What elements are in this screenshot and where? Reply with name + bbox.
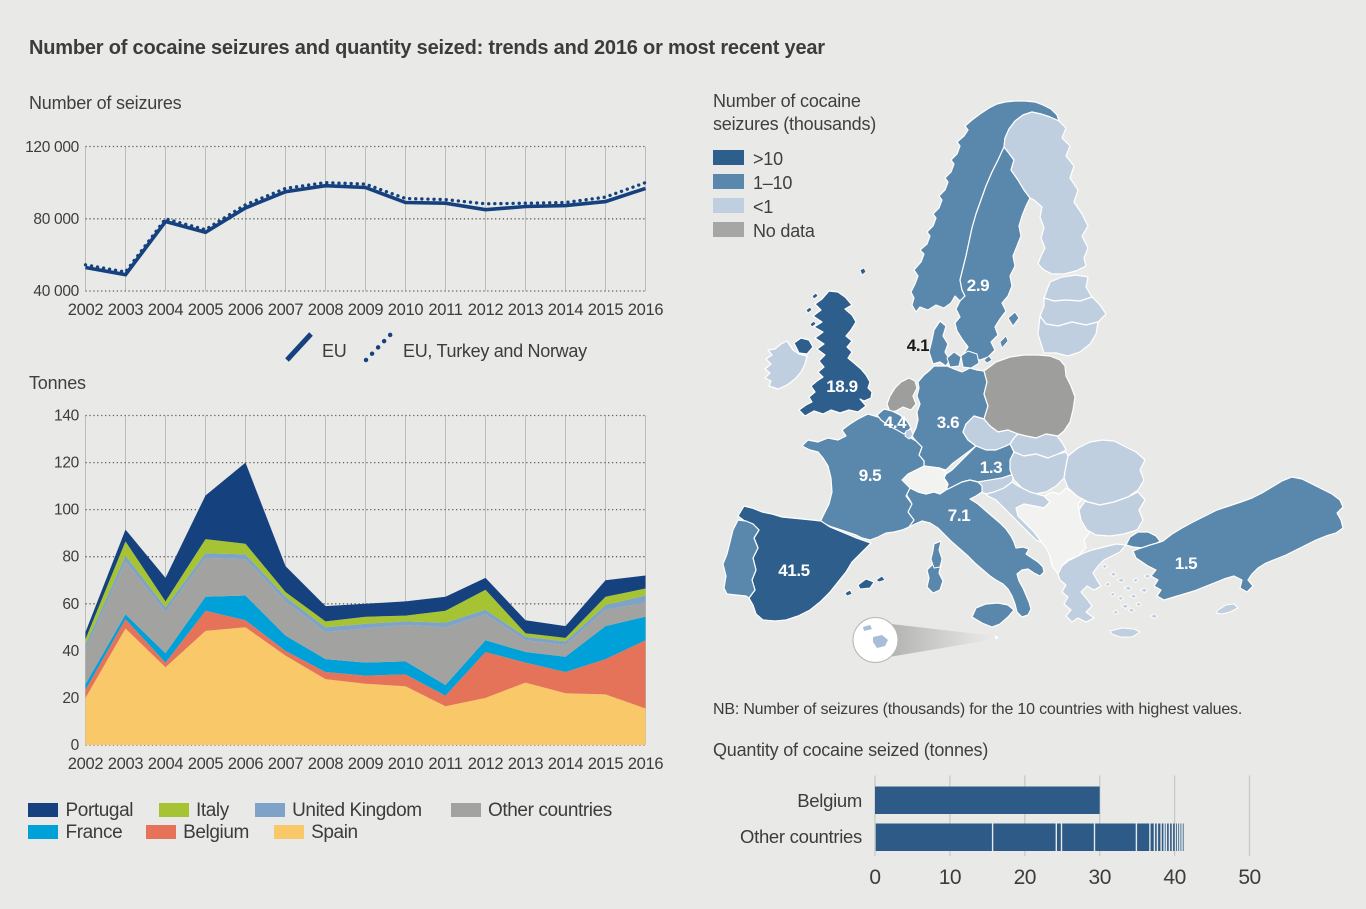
svg-text:2008: 2008: [308, 301, 344, 319]
svg-text:2016: 2016: [628, 301, 664, 319]
svg-text:100: 100: [54, 502, 80, 519]
svg-text:2011: 2011: [428, 301, 462, 319]
svg-text:2005: 2005: [188, 755, 224, 773]
svg-text:2014: 2014: [548, 755, 584, 773]
svg-text:2013: 2013: [508, 755, 544, 773]
svg-text:0: 0: [71, 737, 80, 754]
svg-text:9.5: 9.5: [859, 466, 881, 485]
svg-text:0: 0: [869, 866, 880, 889]
svg-text:120 000: 120 000: [25, 139, 80, 156]
svg-text:2014: 2014: [548, 301, 584, 319]
svg-text:4.4: 4.4: [884, 413, 907, 432]
svg-text:2007: 2007: [268, 755, 304, 773]
svg-text:30: 30: [1089, 866, 1111, 889]
svg-text:80: 80: [62, 549, 79, 566]
svg-text:2002: 2002: [68, 301, 104, 319]
svg-text:2006: 2006: [228, 755, 264, 773]
svg-text:140: 140: [54, 408, 80, 425]
svg-text:40: 40: [1163, 866, 1185, 889]
svg-text:2003: 2003: [108, 755, 144, 773]
svg-text:120: 120: [54, 455, 80, 472]
svg-text:2010: 2010: [388, 755, 424, 773]
svg-text:EU, Turkey and Norway: EU, Turkey and Norway: [403, 341, 587, 361]
svg-text:2009: 2009: [348, 755, 384, 773]
svg-text:2010: 2010: [388, 301, 424, 319]
svg-text:41.5: 41.5: [778, 561, 810, 580]
svg-text:2004: 2004: [148, 755, 184, 773]
svg-text:7.1: 7.1: [948, 506, 970, 525]
svg-text:40: 40: [62, 643, 79, 660]
svg-text:4.1: 4.1: [907, 336, 929, 355]
svg-text:2002: 2002: [68, 755, 104, 773]
svg-text:2012: 2012: [468, 301, 504, 319]
svg-text:1.3: 1.3: [980, 458, 1002, 477]
svg-text:2008: 2008: [308, 755, 344, 773]
svg-text:1.5: 1.5: [1175, 554, 1197, 573]
svg-text:2013: 2013: [508, 301, 544, 319]
svg-text:2005: 2005: [188, 301, 224, 319]
svg-text:2011: 2011: [428, 755, 462, 773]
svg-text:18.9: 18.9: [826, 377, 858, 396]
svg-text:2015: 2015: [588, 301, 624, 319]
svg-text:20: 20: [1014, 866, 1036, 889]
svg-text:2009: 2009: [348, 301, 384, 319]
svg-text:60: 60: [62, 596, 79, 613]
svg-text:2007: 2007: [268, 301, 304, 319]
svg-text:3.6: 3.6: [937, 413, 959, 432]
svg-text:40 000: 40 000: [33, 283, 79, 300]
svg-text:20: 20: [62, 690, 79, 707]
svg-text:2006: 2006: [228, 301, 264, 319]
svg-text:50: 50: [1238, 866, 1260, 889]
svg-text:80 000: 80 000: [33, 211, 79, 228]
svg-text:2012: 2012: [468, 755, 504, 773]
svg-text:Other countries: Other countries: [740, 826, 862, 847]
svg-text:2016: 2016: [628, 755, 664, 773]
svg-text:EU: EU: [322, 341, 346, 361]
svg-text:2004: 2004: [148, 301, 184, 319]
svg-text:2015: 2015: [588, 755, 624, 773]
svg-text:Belgium: Belgium: [797, 790, 862, 811]
svg-text:2.9: 2.9: [967, 276, 989, 295]
svg-text:10: 10: [939, 866, 961, 889]
svg-text:2003: 2003: [108, 301, 144, 319]
